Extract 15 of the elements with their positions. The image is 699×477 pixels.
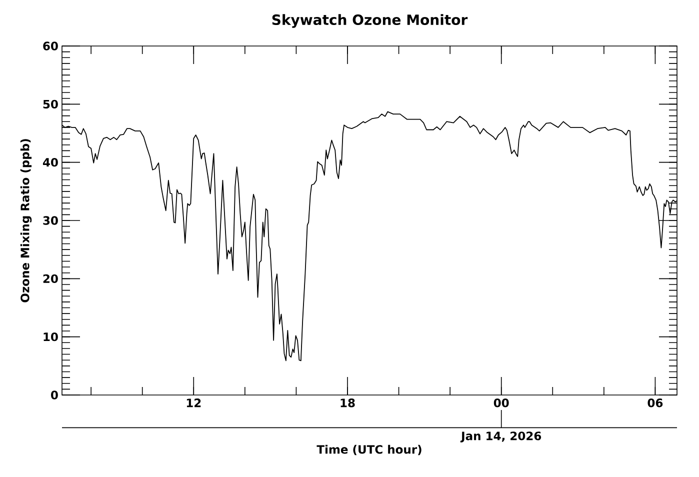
y-tick-label: 60 bbox=[43, 42, 58, 50]
y-tick-label: 30 bbox=[43, 216, 58, 225]
y-tick-label: 0 bbox=[51, 390, 58, 400]
x-tick-label: 12 bbox=[186, 398, 201, 408]
chart-title: Skywatch Ozone Monitor bbox=[272, 14, 468, 28]
y-tick-label: 20 bbox=[43, 274, 58, 284]
annotation: Jan 14, 2026 bbox=[460, 432, 542, 442]
y-axis-title: Ozone Mixing Ratio (ppb) bbox=[20, 139, 32, 302]
x-tick-label: 00 bbox=[494, 398, 509, 408]
y-tick-label: 50 bbox=[43, 100, 58, 109]
x-tick-label: 18 bbox=[340, 398, 355, 408]
y-tick-label: 10 bbox=[44, 332, 58, 342]
x-axis-title: Time (UTC hour) bbox=[316, 444, 422, 456]
y-tick-label: 40 bbox=[42, 158, 58, 167]
x-tick-label: 06 bbox=[648, 398, 663, 408]
